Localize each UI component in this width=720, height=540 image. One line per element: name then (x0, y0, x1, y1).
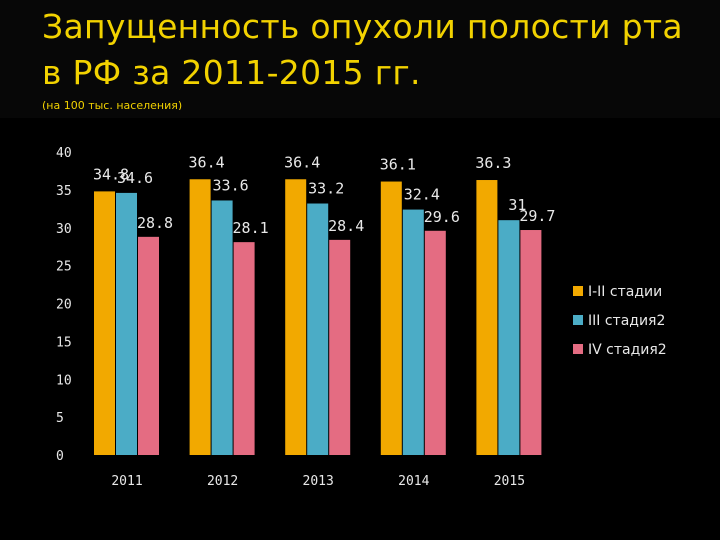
bar (329, 239, 351, 455)
bar (211, 200, 233, 455)
data-label: 36.4 (189, 153, 225, 171)
bar (380, 181, 402, 456)
bar (476, 180, 498, 455)
x-tick-label: 2012 (207, 474, 238, 489)
bar (307, 203, 329, 455)
bar (116, 192, 137, 455)
data-label: 34.6 (117, 169, 153, 187)
x-tick-label: 2011 (111, 474, 142, 489)
data-label: 32.4 (404, 186, 440, 204)
x-tick-label: 2013 (303, 474, 334, 489)
y-tick-label: 0 (56, 449, 64, 464)
data-label: 36.1 (380, 156, 416, 174)
chart-subtitle: (на 100 тыс. населения) (42, 99, 183, 110)
data-label: 29.6 (424, 208, 460, 226)
y-tick-label: 30 (56, 222, 72, 237)
data-label: 28.1 (233, 219, 269, 237)
data-label: 33.6 (213, 176, 249, 194)
bar (94, 191, 115, 455)
data-label: 29.7 (519, 207, 555, 225)
legend-label: IV стадия2 (588, 342, 667, 358)
y-tick-label: 5 (56, 411, 64, 426)
y-tick-label: 20 (56, 298, 72, 313)
legend-swatch (573, 286, 583, 296)
data-label: 28.4 (328, 217, 364, 235)
x-tick-label: 2014 (398, 474, 429, 489)
data-label: 36.3 (475, 154, 511, 172)
data-label: 33.2 (308, 180, 344, 198)
legend-label: III стадия2 (588, 313, 665, 329)
chart-title: Запущенность опухоли полости рта в РФ за… (42, 7, 683, 92)
y-tick-label: 35 (56, 184, 72, 199)
data-label: 31 (508, 196, 526, 214)
bar (498, 220, 520, 455)
bar (233, 242, 255, 455)
legend-swatch (573, 315, 583, 325)
bar (138, 236, 159, 455)
y-tick-label: 25 (56, 260, 72, 275)
y-tick-label: 15 (56, 335, 72, 350)
data-label: 28.8 (137, 214, 173, 232)
legend-label: I-II стадии (588, 284, 662, 300)
legend-swatch (573, 344, 583, 354)
bar (424, 230, 446, 455)
bar (402, 209, 424, 455)
data-label: 34.8 (93, 165, 129, 183)
x-tick-label: 2015 (494, 474, 525, 489)
title-bar (0, 0, 720, 118)
y-tick-label: 40 (56, 146, 72, 161)
bar (285, 179, 307, 455)
y-tick-label: 10 (56, 373, 72, 388)
data-label: 36.4 (284, 153, 320, 171)
bar (189, 179, 211, 455)
bar (520, 230, 542, 455)
